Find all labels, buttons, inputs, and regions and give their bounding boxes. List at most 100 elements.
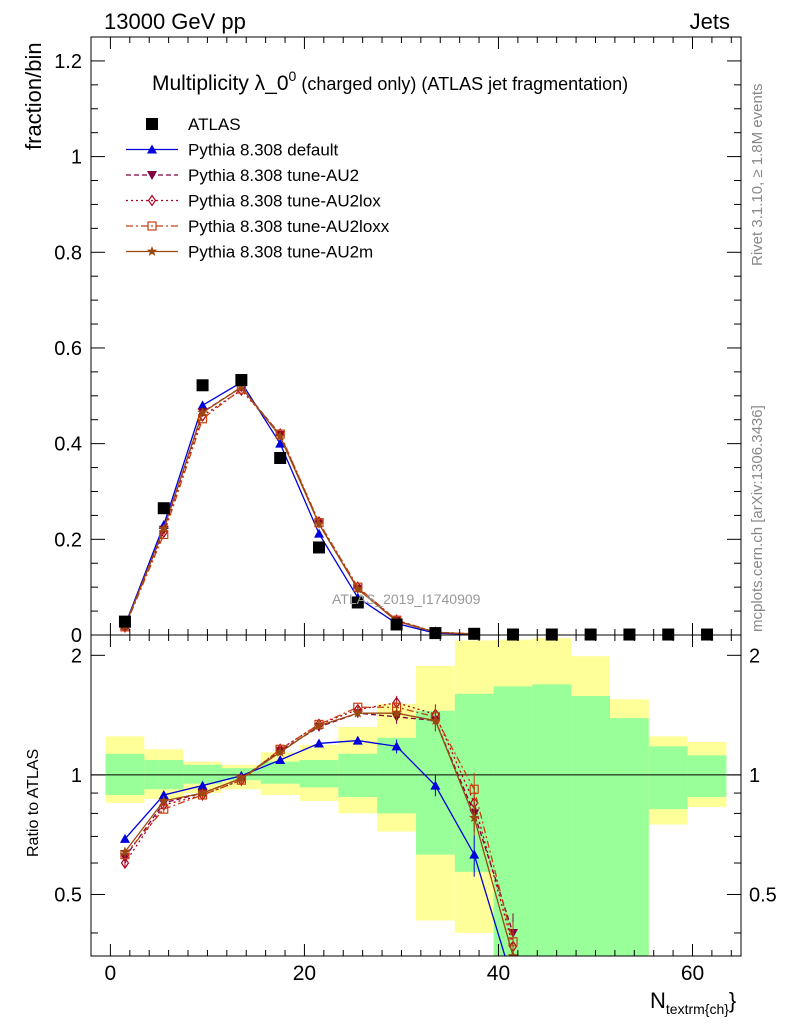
- ratio-point-series-1: [469, 849, 480, 859]
- legend-label-5: Pythia 8.308 tune-AU2m: [188, 243, 373, 262]
- main-y-tick-label: 0.2: [54, 529, 82, 551]
- ratio-series: [119, 695, 519, 956]
- ratio-point-series-4: [159, 804, 169, 814]
- legend: ATLAS Pythia 8.308 default Pythia 8.308 tu…: [126, 115, 390, 262]
- legend-label-3: Pythia 8.308 tune-AU2lox: [188, 192, 381, 211]
- legend-marker-5: [146, 246, 158, 256]
- main-point-series-5: [274, 430, 286, 441]
- rivet-label: Rivet 3.1.10, ≥ 1.8M events: [749, 84, 766, 267]
- ratio-point-series-1: [391, 741, 402, 751]
- ratio-frame: [90, 634, 742, 957]
- ratio-point-series-5: [391, 707, 402, 718]
- chart-title-suffix: (charged only) (ATLAS jet fragmentation): [301, 74, 628, 94]
- main-point-series-5: [197, 407, 208, 417]
- ratio-point-series-5: [507, 950, 519, 956]
- atlas-data-point: [429, 627, 442, 640]
- ratio-y-tick-label-right: 2: [749, 645, 760, 667]
- atlas-data-point: [351, 596, 364, 609]
- main-point-series-5: [236, 381, 247, 392]
- main-point-series-5: [352, 583, 364, 594]
- x-tick-label: 20: [293, 962, 316, 985]
- band-inner-bin: [687, 755, 727, 797]
- main-point-series-5: [158, 523, 169, 534]
- main-y-tick-label: 0.6: [54, 338, 82, 360]
- legend-label-2: Pythia 8.308 tune-AU2: [188, 166, 359, 185]
- header-left: 13000 GeV pp: [104, 9, 246, 34]
- band-inner-bin: [610, 718, 649, 956]
- atlas-data-point: [196, 379, 209, 392]
- x-axis-label-close: }: [729, 988, 736, 1013]
- chart-title-sup: 0: [289, 68, 297, 84]
- ratio-uncertainty-bands: [91, 638, 741, 956]
- legend-marker-2: [147, 171, 157, 180]
- ratio-line-series-3: [124, 701, 514, 947]
- analysis-watermark: ATLAS_2019_I1740909: [332, 591, 481, 607]
- x-axis-label: Ntextrm{ch}}: [650, 988, 736, 1017]
- main-y-tick-label: 0.8: [54, 242, 82, 264]
- main-y-tick-label: 0: [71, 625, 82, 647]
- ratio-point-series-5: [236, 772, 247, 783]
- atlas-data-point: [390, 618, 403, 631]
- main-y-tick-label: 1.2: [54, 51, 82, 73]
- main-point-series-1: [197, 400, 208, 410]
- ratio-point-series-5: [119, 846, 131, 857]
- legend-label-4: Pythia 8.308 tune-AU2loxx: [188, 217, 390, 236]
- main-y-tick-label: 1: [71, 147, 82, 169]
- atlas-data-point: [118, 615, 131, 628]
- legend-marker-3: [147, 194, 157, 207]
- atlas-data-point: [468, 627, 481, 640]
- ratio-point-series-1: [313, 738, 324, 748]
- ratio-y-tick-label-left: 1: [71, 765, 82, 787]
- ratio-y-tick-label-right: 0.5: [749, 884, 777, 906]
- ratio-point-series-1: [158, 789, 169, 799]
- ratio-point-series-1: [197, 780, 208, 790]
- atlas-data-point: [274, 451, 287, 464]
- axes: 0 20 40 60 0 0.2 0.4 0.6 0.8 1 1.2 0.5 0.5 1 1 2 2: [54, 36, 777, 985]
- band-inner-bin: [183, 764, 222, 784]
- x-axis-label-main: N: [650, 988, 666, 1013]
- legend-label-1: Pythia 8.308 default: [188, 141, 339, 160]
- mcplots-label: mcplots.cern.ch [arXiv:1306.3436]: [749, 405, 766, 632]
- ratio-point-series-5: [468, 812, 480, 823]
- y-axis-label-ratio: Ratio to ATLAS: [25, 749, 42, 857]
- ratio-y-tick-label-left: 2: [71, 645, 82, 667]
- legend-marker-4: [147, 221, 157, 231]
- atlas-data-point: [312, 541, 325, 554]
- legend-label-0: ATLAS: [188, 115, 241, 134]
- main-line-series-5: [124, 386, 475, 635]
- ratio-point-series-5: [352, 707, 364, 718]
- ratio-point-series-5: [430, 715, 441, 726]
- main-point-series-1: [275, 438, 286, 448]
- ratio-y-tick-label-right: 1: [749, 765, 760, 787]
- ratio-point-series-3: [120, 856, 130, 870]
- main-point-series-1: [313, 528, 324, 538]
- atlas-data-point: [235, 374, 248, 387]
- chart-title: Multiplicity λ_00 (charged only) (ATLAS j…: [152, 68, 628, 95]
- ratio-point-series-1: [430, 780, 441, 790]
- ratio-point-series-1: [275, 755, 286, 765]
- main-point-series-3: [275, 428, 285, 441]
- band-inner-bin: [648, 746, 688, 810]
- legend-marker-1: [147, 144, 157, 154]
- y-axis-label-main: fraction/bin: [21, 42, 46, 150]
- x-axis-label-sub: textrm{ch}: [666, 1001, 729, 1017]
- ratio-point-series-5: [313, 720, 325, 731]
- main-y-tick-label: 0.4: [54, 434, 82, 456]
- ratio-point-series-4: [469, 784, 479, 794]
- x-tick-label: 60: [681, 962, 704, 985]
- chart-title-main: Multiplicity λ_0: [152, 72, 289, 95]
- ratio-point-series-5: [274, 746, 286, 757]
- band-inner-bin: [532, 684, 572, 956]
- header-right: Jets: [690, 9, 730, 34]
- band-inner-bin: [260, 761, 300, 784]
- band-inner-bin: [299, 760, 339, 788]
- ratio-y-tick-label-left: 0.5: [54, 884, 82, 906]
- ratio-point-series-1: [119, 833, 130, 843]
- ratio-line-series-4: [124, 706, 514, 942]
- band-inner-bin: [571, 695, 611, 956]
- x-tick-label: 0: [105, 962, 117, 985]
- main-point-series-5: [313, 518, 325, 529]
- ratio-point-series-5: [197, 787, 208, 798]
- ratio-point-series-5: [158, 795, 169, 806]
